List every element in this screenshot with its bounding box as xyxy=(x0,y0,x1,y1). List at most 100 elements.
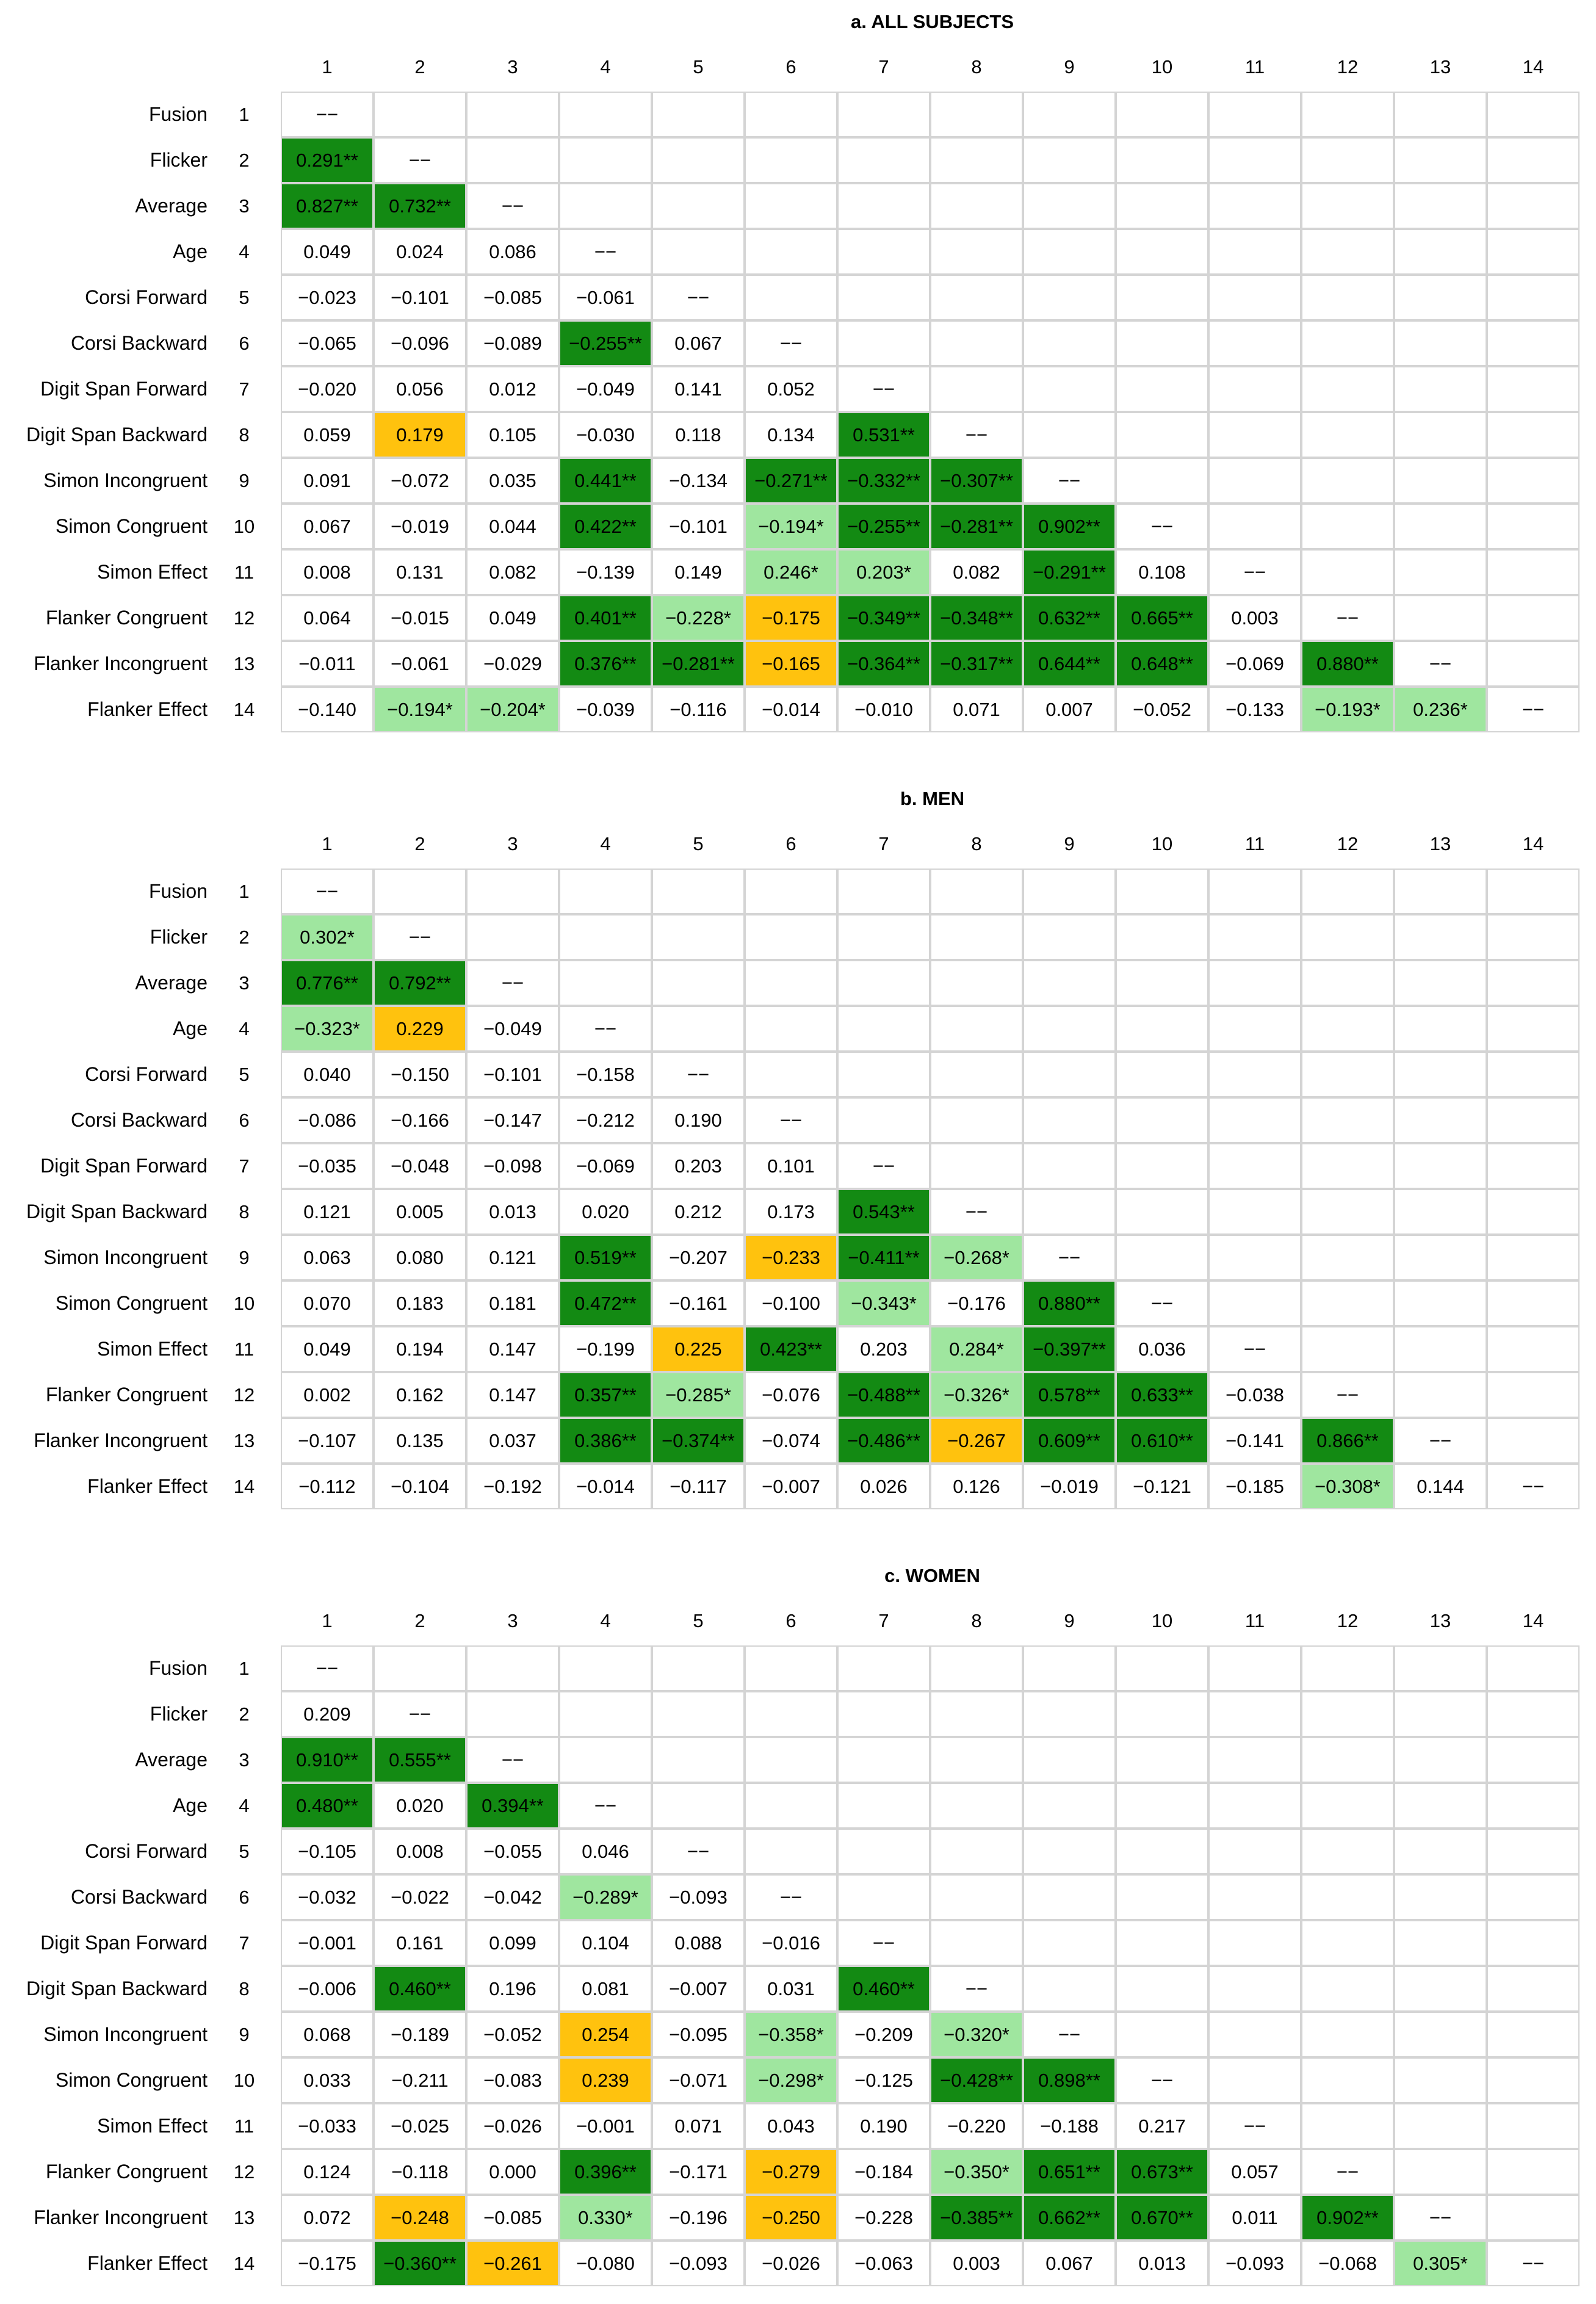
empty-cell xyxy=(374,869,466,914)
correlation-cell: −0.364** xyxy=(837,641,930,687)
row-label: Flanker Incongruent xyxy=(34,652,208,674)
correlation-cell: −0.248 xyxy=(374,2195,466,2241)
empty-cell xyxy=(1487,1966,1580,2012)
correlation-cell: −0.486** xyxy=(837,1418,930,1464)
correlation-cell: 0.013 xyxy=(1116,2241,1208,2286)
empty-cell xyxy=(745,1052,837,1097)
empty-cell xyxy=(837,914,930,960)
column-number: 4 xyxy=(600,1610,611,1631)
correlation-cell: 0.203 xyxy=(652,1143,745,1189)
diagonal-cell: −− xyxy=(745,1874,837,1920)
correlation-cell: −0.184 xyxy=(837,2149,930,2195)
empty-cell xyxy=(930,92,1023,137)
empty-cell xyxy=(930,183,1023,229)
empty-cell xyxy=(1394,1737,1487,1783)
empty-cell xyxy=(1023,1966,1116,2012)
diagonal-cell: −− xyxy=(559,1006,652,1052)
empty-cell xyxy=(1487,1418,1580,1464)
row-number: 13 xyxy=(233,653,255,674)
empty-cell xyxy=(1023,1874,1116,1920)
diagonal-cell: −− xyxy=(1487,2241,1580,2286)
correlation-cell: −0.228 xyxy=(837,2195,930,2241)
correlation-cell: −0.032 xyxy=(281,1874,374,1920)
diagonal-cell: −− xyxy=(837,1920,930,1966)
empty-cell xyxy=(466,137,559,183)
empty-cell xyxy=(1208,1235,1301,1280)
empty-cell xyxy=(652,1645,745,1691)
correlation-cell: 0.037 xyxy=(466,1418,559,1464)
diagonal-cell: −− xyxy=(1301,595,1394,641)
correlation-cell: 0.401** xyxy=(559,595,652,641)
empty-cell xyxy=(745,137,837,183)
empty-cell xyxy=(559,183,652,229)
correlation-cell: −0.071 xyxy=(652,2057,745,2103)
column-number: 12 xyxy=(1337,56,1359,78)
empty-cell xyxy=(1394,595,1487,641)
row-number: 14 xyxy=(233,1476,255,1497)
correlation-cell: 0.121 xyxy=(466,1235,559,1280)
empty-cell xyxy=(837,960,930,1006)
correlation-cell: −0.007 xyxy=(745,1464,837,1509)
empty-cell xyxy=(1394,1829,1487,1874)
empty-cell xyxy=(1208,1829,1301,1874)
row-number: 6 xyxy=(239,333,250,354)
correlation-cell: 0.190 xyxy=(837,2103,930,2149)
empty-cell xyxy=(559,1737,652,1783)
column-number: 6 xyxy=(785,1610,796,1631)
empty-cell xyxy=(1208,1691,1301,1737)
empty-cell xyxy=(1208,275,1301,320)
correlation-cell: −0.117 xyxy=(652,1464,745,1509)
empty-cell xyxy=(837,1097,930,1143)
diagonal-cell: −− xyxy=(466,1737,559,1783)
row-label: Flicker xyxy=(150,149,208,171)
empty-cell xyxy=(745,1783,837,1829)
empty-cell xyxy=(1301,549,1394,595)
correlation-cell: −0.320* xyxy=(930,2012,1023,2057)
diagonal-cell: −− xyxy=(559,229,652,275)
empty-cell xyxy=(1301,1006,1394,1052)
empty-cell xyxy=(745,1006,837,1052)
column-number: 2 xyxy=(414,833,425,854)
column-number: 7 xyxy=(878,56,889,78)
column-number: 5 xyxy=(693,56,704,78)
correlation-cell: 0.673** xyxy=(1116,2149,1208,2195)
row-label: Corsi Backward xyxy=(70,1109,208,1131)
correlation-cell: −0.211 xyxy=(374,2057,466,2103)
correlation-cell: 0.118 xyxy=(652,412,745,458)
empty-cell xyxy=(1487,1737,1580,1783)
empty-cell xyxy=(1394,1143,1487,1189)
empty-cell xyxy=(1394,1966,1487,2012)
row-number: 1 xyxy=(239,881,250,902)
empty-cell xyxy=(1487,183,1580,229)
empty-cell xyxy=(1208,1052,1301,1097)
correlation-cell: 0.040 xyxy=(281,1052,374,1097)
correlation-cell: 0.147 xyxy=(466,1326,559,1372)
empty-cell xyxy=(1208,92,1301,137)
correlation-cell: −0.307** xyxy=(930,458,1023,504)
empty-cell xyxy=(930,1143,1023,1189)
correlation-cell: −0.397** xyxy=(1023,1326,1116,1372)
correlation-cell: −0.350* xyxy=(930,2149,1023,2195)
correlation-cell: −0.001 xyxy=(281,1920,374,1966)
correlation-cell: −0.140 xyxy=(281,687,374,732)
empty-cell xyxy=(1487,1235,1580,1280)
empty-cell xyxy=(1023,366,1116,412)
correlation-cell: 0.105 xyxy=(466,412,559,458)
empty-cell xyxy=(1301,1874,1394,1920)
row-number: 10 xyxy=(233,516,255,537)
correlation-cell: −0.267 xyxy=(930,1418,1023,1464)
empty-cell xyxy=(1301,229,1394,275)
empty-cell xyxy=(1301,504,1394,549)
correlation-cell: 0.108 xyxy=(1116,549,1208,595)
correlation-cell: 0.480** xyxy=(281,1783,374,1829)
correlation-cell: 0.194 xyxy=(374,1326,466,1372)
correlation-cell: 0.008 xyxy=(374,1829,466,1874)
empty-cell xyxy=(930,1829,1023,1874)
diagonal-cell: −− xyxy=(1208,549,1301,595)
empty-cell xyxy=(374,1645,466,1691)
empty-cell xyxy=(1487,1143,1580,1189)
empty-cell xyxy=(1116,137,1208,183)
correlation-cell: 0.441** xyxy=(559,458,652,504)
empty-cell xyxy=(1487,1052,1580,1097)
diagonal-cell: −− xyxy=(1116,2057,1208,2103)
